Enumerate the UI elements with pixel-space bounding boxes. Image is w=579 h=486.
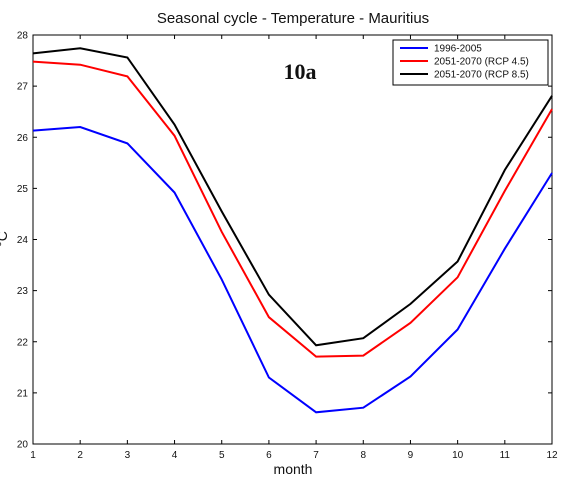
x-tick-label: 10 xyxy=(452,450,464,461)
x-tick-label: 4 xyxy=(172,450,178,461)
legend: 1996-2005 2051-2070 (RCP 4.5) 2051-2070 (R… xyxy=(392,39,549,86)
legend-label-3: 2051-2070 (RCP 8.5) xyxy=(434,70,529,81)
x-axis: 1 2 3 4 5 6 7 8 9 10 11 12 xyxy=(30,35,558,461)
x-axis-label: month xyxy=(274,461,313,477)
legend-label-2: 2051-2070 (RCP 4.5) xyxy=(434,57,529,68)
series-line-1 xyxy=(32,125,553,414)
y-tick-label: 20 xyxy=(17,440,29,451)
x-tick-label: 8 xyxy=(360,450,366,461)
y-axis: 20 21 22 23 24 25 26 27 28 xyxy=(17,31,552,451)
chart-title: Seasonal cycle - Temperature - Mauritius xyxy=(157,10,429,27)
y-tick-label: 26 xyxy=(17,133,29,144)
y-tick-label: 28 xyxy=(17,31,29,42)
x-tick-label: 3 xyxy=(125,450,131,461)
series-group xyxy=(32,47,553,414)
x-tick-label: 12 xyxy=(546,450,558,461)
series-line-2 xyxy=(32,60,553,358)
series-line-3 xyxy=(32,47,553,347)
figure-annotation: 10a xyxy=(284,59,317,84)
y-tick-label: 27 xyxy=(17,82,29,93)
y-tick-label: 24 xyxy=(17,235,29,246)
x-tick-label: 6 xyxy=(266,450,272,461)
x-tick-label: 9 xyxy=(408,450,414,461)
y-axis-label: °C xyxy=(0,231,10,247)
plot-area xyxy=(32,34,553,445)
y-tick-label: 22 xyxy=(17,337,29,348)
x-tick-label: 2 xyxy=(77,450,83,461)
y-tick-label: 21 xyxy=(17,388,29,399)
y-tick-label: 25 xyxy=(17,184,29,195)
x-tick-label: 1 xyxy=(30,450,36,461)
x-tick-label: 5 xyxy=(219,450,225,461)
legend-label-1: 1996-2005 xyxy=(434,44,482,55)
x-tick-label: 7 xyxy=(313,450,319,461)
y-tick-label: 23 xyxy=(17,286,29,297)
x-tick-label: 11 xyxy=(500,450,511,461)
